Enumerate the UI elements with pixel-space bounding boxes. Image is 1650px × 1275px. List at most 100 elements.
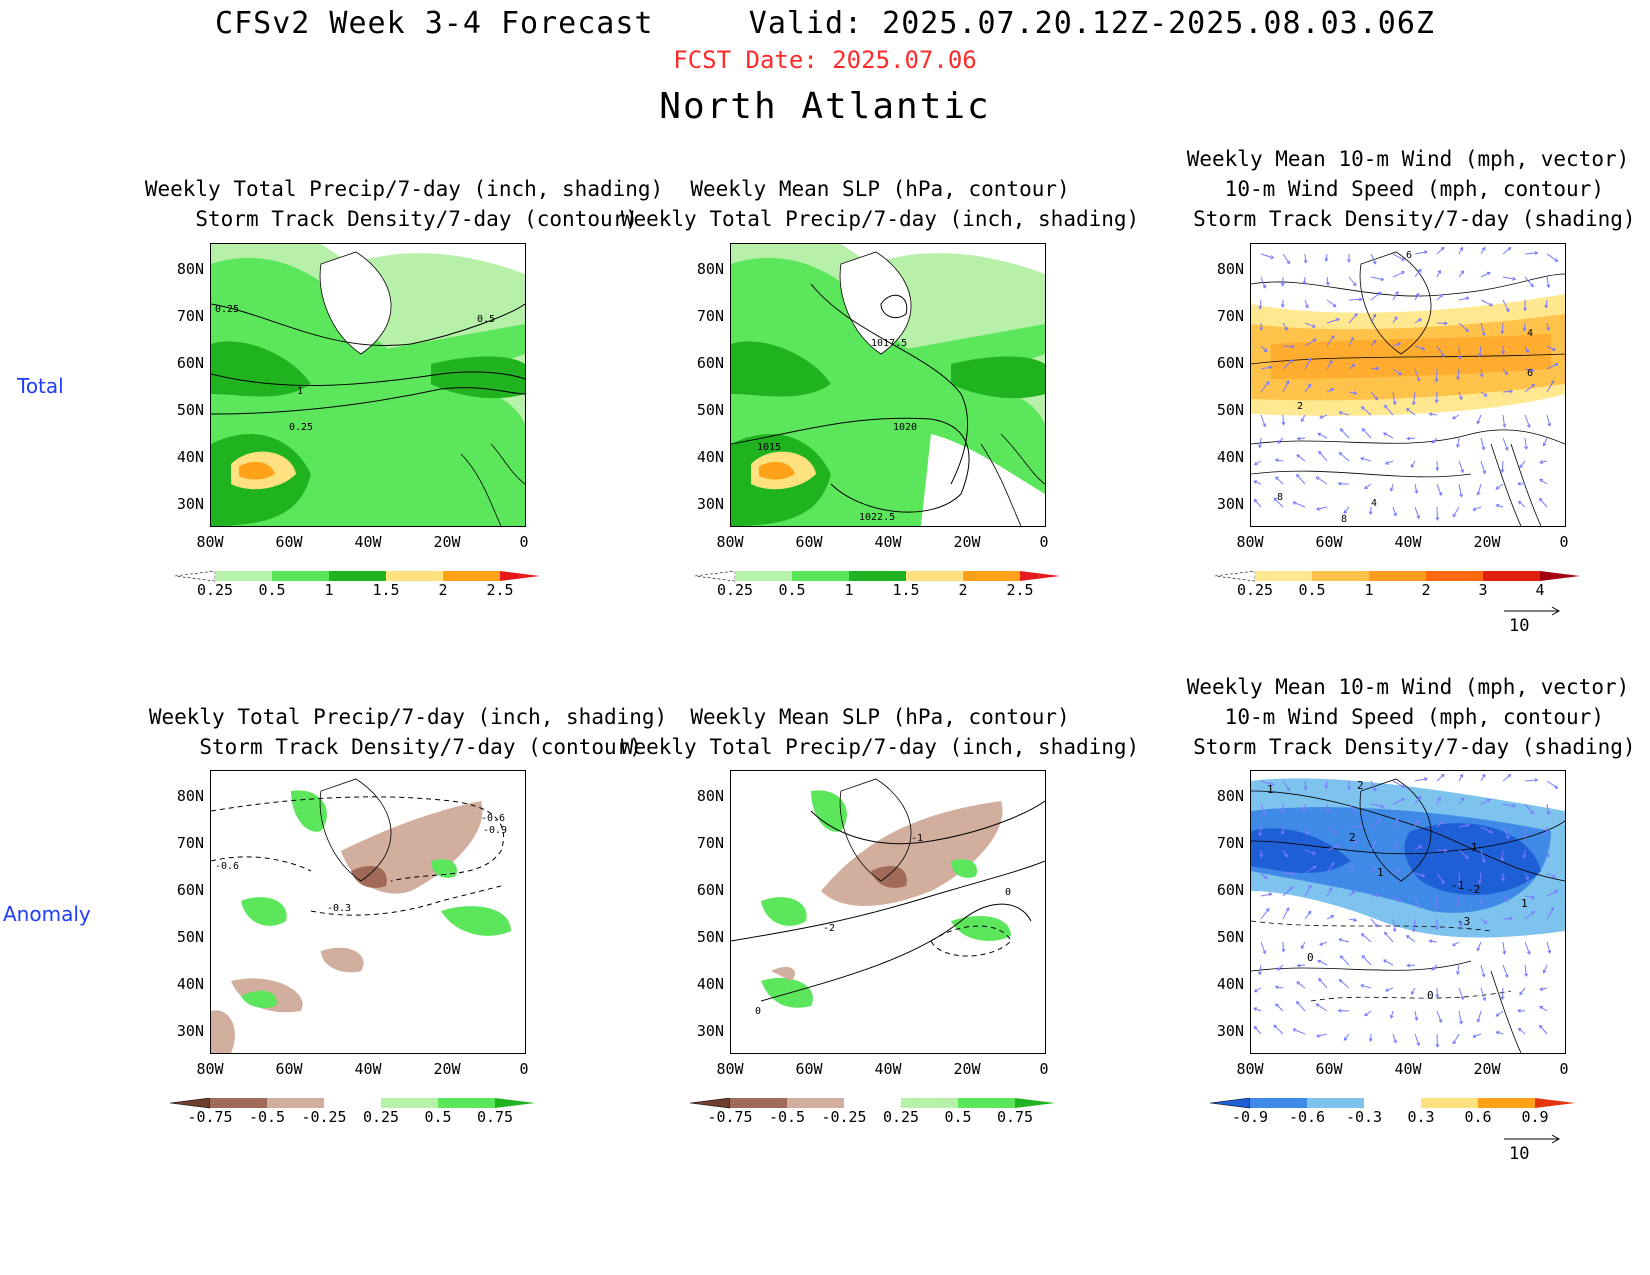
wind-vector (1326, 826, 1336, 834)
p3-contour-label: 8 (1341, 514, 1347, 525)
lon-tick-label: 0 (1559, 1060, 1569, 1078)
wind-vector-head (1550, 906, 1555, 911)
wind-vector (1502, 941, 1506, 954)
wind-vector-head (1428, 939, 1433, 944)
p4-contour-label: -0.3 (327, 903, 351, 914)
colorbar-precip-total-2 (695, 571, 1060, 582)
wind-vector-head (1416, 515, 1421, 520)
wind-vector-head (1483, 393, 1488, 397)
wind-vector (1457, 368, 1460, 380)
wind-vector-head (1530, 810, 1534, 815)
wind-vector-head (1262, 811, 1267, 816)
wind-vector-head (1319, 942, 1324, 946)
colorbar-segment (386, 571, 443, 581)
lat-tick-label: 60N (696, 354, 724, 372)
wind-vector-head (1547, 422, 1552, 427)
wind-vector-head (1270, 782, 1275, 787)
wind-vector-head (1444, 848, 1448, 853)
wind-vector-head (1372, 840, 1377, 845)
wind-vector-head (1451, 415, 1456, 420)
wind-vector (1392, 506, 1397, 516)
wind-vector (1496, 1031, 1504, 1035)
wind-vector (1253, 480, 1262, 485)
colorbar-segment (844, 1098, 901, 1108)
wind-vector (1524, 276, 1534, 288)
wind-vector-head (1285, 380, 1290, 385)
lon-tick-label: 20W (1473, 533, 1501, 551)
wind-vector (1436, 821, 1443, 828)
wind-vector-head (1393, 1039, 1397, 1044)
lat-tick-label: 70N (1216, 834, 1244, 852)
wind-vector-head (1338, 978, 1343, 983)
lat-tick-label: 50N (696, 401, 724, 419)
wind-vector-head (1417, 795, 1422, 800)
wind-vector (1546, 253, 1558, 262)
wind-vector-head (1481, 332, 1486, 337)
wind-vector (1457, 964, 1460, 975)
wind-vector-head (1319, 415, 1324, 419)
colorbar-tick-label: 0.25 (362, 1108, 400, 1126)
wind-vector (1316, 506, 1328, 510)
panel-1-title: Weekly Total Precip/7-day (inch, shading… (144, 177, 664, 231)
wind-vector-head (1397, 869, 1401, 874)
wind-vector (1546, 803, 1550, 815)
wind-vector-head (1524, 973, 1529, 978)
wind-vector (1293, 1028, 1306, 1035)
lat-tick-label: 80N (176, 260, 204, 278)
colorbar-storm-anomaly (1210, 1098, 1575, 1109)
wind-vector-head (1253, 1007, 1258, 1011)
wind-vector-head (1330, 861, 1335, 866)
wind-vector-head (1459, 493, 1463, 498)
colorbar-tick-label: 4 (1535, 581, 1545, 599)
lat-tick-label: 80N (696, 787, 724, 805)
wind-vector-head (1265, 908, 1270, 912)
wind-vector (1348, 803, 1357, 813)
wind-vector (1385, 460, 1394, 465)
colorbar-segment (170, 1098, 211, 1109)
wind-vector (1348, 298, 1362, 301)
colorbar-tick-label: 0.25 (716, 581, 754, 599)
wind-vector-head (1363, 485, 1368, 490)
wind-vector (1253, 1007, 1262, 1012)
wind-vector (1502, 803, 1516, 807)
wind-vector-head (1317, 432, 1322, 437)
wind-vector-head (1526, 424, 1531, 429)
wind-vector (1304, 299, 1309, 308)
wind-vector (1480, 964, 1485, 977)
wind-vector-head (1531, 383, 1536, 388)
wind-vector (1524, 964, 1527, 977)
panel-5-title: Weekly Mean SLP (hPa, contour) Weekly To… (620, 705, 1140, 759)
vector-reference-arrow (1504, 1134, 1561, 1144)
wind-vector-head (1330, 915, 1335, 919)
wind-vector-head (1481, 446, 1486, 451)
wind-vector-head (1517, 1008, 1521, 1013)
wind-vector (1501, 987, 1504, 1000)
wind-vector-head (1268, 365, 1273, 370)
wind-vector-head (1418, 845, 1422, 849)
wind-vector (1546, 276, 1550, 288)
wind-vector (1348, 891, 1355, 897)
wind-vector-head (1398, 371, 1403, 376)
wind-vector-head (1502, 950, 1507, 955)
wind-vector (1473, 506, 1482, 511)
wind-vector (1523, 849, 1526, 858)
wind-vector (1502, 917, 1513, 920)
wind-vector-head (1289, 359, 1294, 364)
wind-vector (1480, 299, 1493, 307)
wind-vector (1361, 428, 1372, 439)
wind-vector (1414, 345, 1425, 350)
colorbar-precip-total (175, 571, 540, 582)
wind-vector-head (1509, 916, 1514, 921)
wind-vector-head (1253, 480, 1258, 484)
wind-vector-head (1286, 787, 1291, 792)
p6-contour-label: 0 (1427, 989, 1434, 1002)
wind-vector (1502, 774, 1512, 782)
vector-reference-label: 10 (1509, 616, 1530, 636)
wind-vector (1545, 826, 1548, 835)
p3-contour-label: 6 (1406, 250, 1412, 261)
wind-vector-head (1483, 920, 1488, 924)
wind-vector-head (1352, 282, 1357, 287)
wind-vector-head (1554, 785, 1559, 789)
wind-vector (1282, 414, 1284, 425)
wind-vector (1282, 253, 1291, 264)
